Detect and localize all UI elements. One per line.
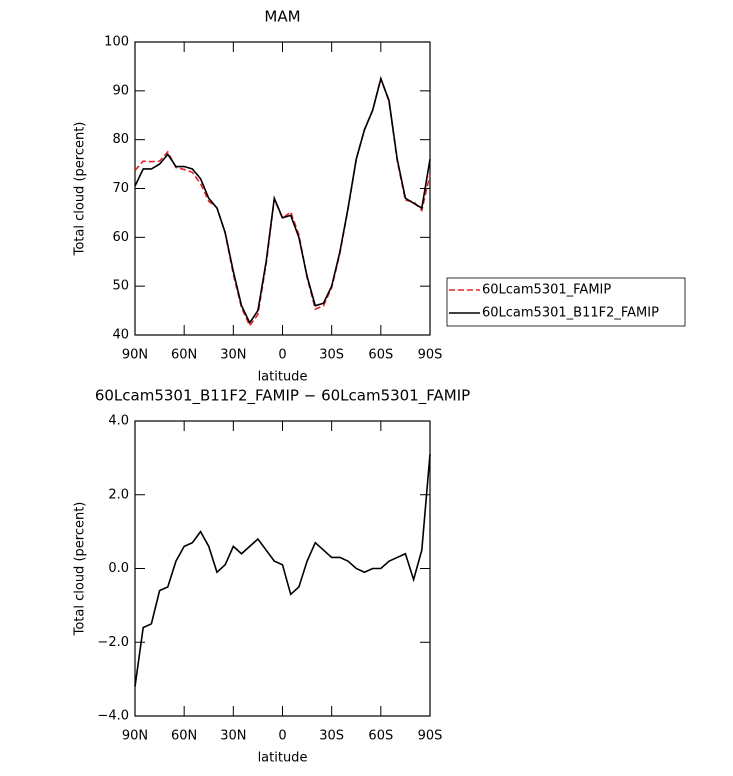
chart-title: 60Lcam5301_B11F2_FAMIP − 60Lcam5301_FAMI…	[95, 387, 470, 406]
x-tick-label: 30N	[220, 348, 246, 363]
y-tick-label: 50	[112, 279, 129, 294]
x-axis-label: latitude	[258, 370, 308, 385]
legend-label: 60Lcam5301_B11F2_FAMIP	[482, 306, 659, 321]
plot-frame	[134, 41, 431, 336]
x-tick-label: 90N	[122, 729, 148, 744]
x-tick-label: 60N	[171, 348, 197, 363]
legend-frame	[446, 277, 686, 327]
y-tick-label: −2.0	[97, 635, 129, 650]
y-tick-label: 80	[112, 132, 129, 147]
plot-frame	[134, 420, 431, 717]
data-line	[134, 454, 431, 687]
chart-title: MAM	[264, 8, 300, 26]
y-tick-label: 4.0	[108, 414, 129, 429]
x-tick-label: 30S	[319, 729, 344, 744]
y-tick-label: 2.0	[108, 487, 129, 502]
y-tick-label: 90	[112, 83, 129, 98]
y-tick-label: 100	[104, 35, 129, 50]
y-tick-label: 0.0	[108, 561, 129, 576]
x-tick-label: 90S	[418, 729, 443, 744]
y-tick-label: 70	[112, 181, 129, 196]
x-tick-label: 30S	[319, 348, 344, 363]
x-tick-label: 60S	[368, 729, 393, 744]
x-axis-label: latitude	[258, 751, 308, 766]
y-tick-label: −4.0	[97, 709, 129, 724]
y-axis-label: Total cloud (percent)	[73, 502, 88, 637]
y-tick-label: 60	[112, 230, 129, 245]
x-tick-label: 30N	[220, 729, 246, 744]
x-tick-label: 0	[278, 348, 286, 363]
legend-label: 60Lcam5301_FAMIP	[482, 283, 611, 298]
x-tick-label: 0	[278, 729, 286, 744]
x-tick-label: 60N	[171, 729, 197, 744]
y-tick-label: 40	[112, 328, 129, 343]
x-tick-label: 90N	[122, 348, 148, 363]
x-tick-label: 60S	[368, 348, 393, 363]
x-tick-label: 90S	[418, 348, 443, 363]
data-line	[134, 75, 431, 328]
y-axis-label: Total cloud (percent)	[73, 122, 88, 257]
data-line	[134, 75, 431, 325]
